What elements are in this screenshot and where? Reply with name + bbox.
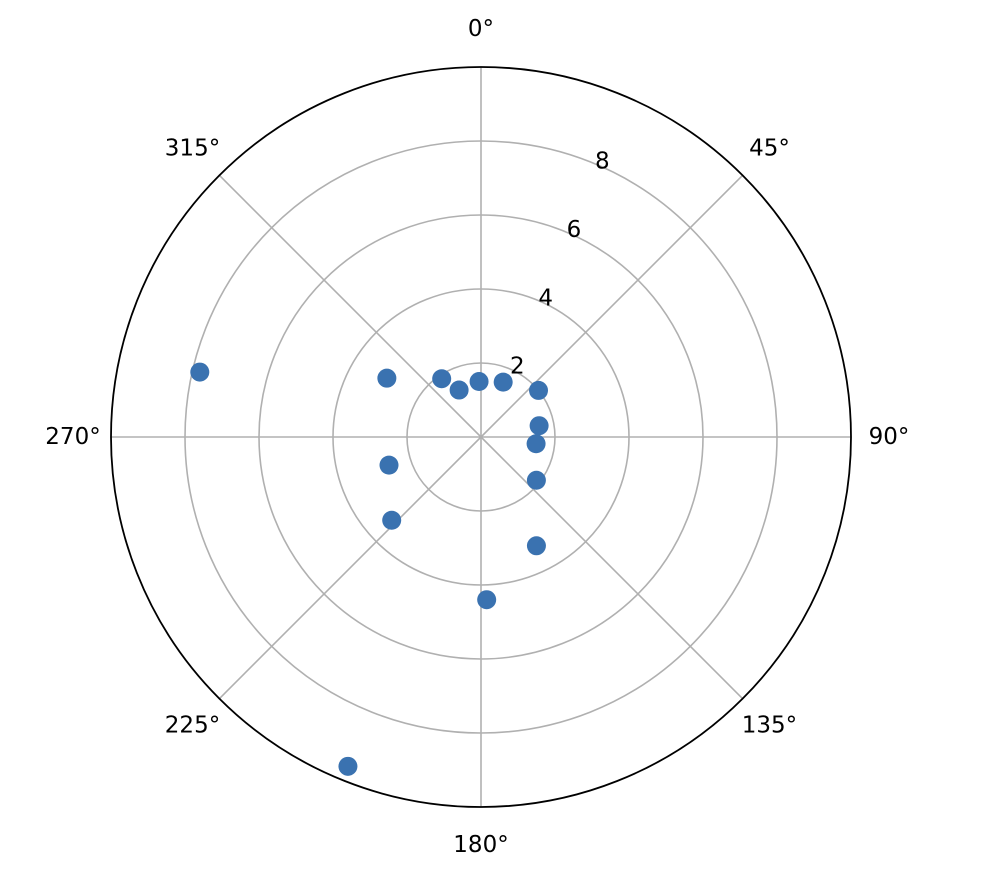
grid-spoke-315 [218,174,482,438]
data-point-0 [469,372,489,392]
polar-frame [110,66,852,808]
data-point-7 [526,470,546,490]
r-tick-label-2: 2 [510,354,525,380]
data-point-2 [432,369,452,389]
grid-layer [110,66,852,808]
data-point-13 [190,362,210,382]
r-tick-label-4: 4 [538,285,553,311]
data-point-1 [449,380,469,400]
grid-spoke-45 [480,174,744,438]
tick-labels: 0° 45° 90° 135° 180° 225° 270° 315° 2 4 6 8 [45,16,909,858]
theta-tick-label-135: 135° [742,712,797,738]
data-point-12 [377,368,397,388]
theta-tick-label-270: 270° [45,424,100,450]
grid-spoke-225 [218,436,482,700]
data-point-10 [382,510,402,530]
data-point-11 [379,455,399,475]
r-tick-label-6: 6 [567,217,582,243]
data-point-14 [338,756,358,776]
data-point-3 [493,372,513,392]
data-points [190,362,549,776]
theta-tick-label-315: 315° [165,136,220,162]
theta-tick-label-225: 225° [165,712,220,738]
theta-tick-label-0: 0° [468,16,494,42]
data-point-6 [526,434,546,454]
theta-tick-label-45: 45° [749,136,790,162]
grid-spoke-135 [480,436,744,700]
data-point-9 [477,590,497,610]
data-point-4 [529,380,549,400]
theta-tick-label-90: 90° [869,424,910,450]
theta-tick-label-180: 180° [453,832,508,858]
r-tick-label-8: 8 [595,149,610,175]
data-point-8 [526,536,546,556]
data-point-5 [529,416,549,436]
